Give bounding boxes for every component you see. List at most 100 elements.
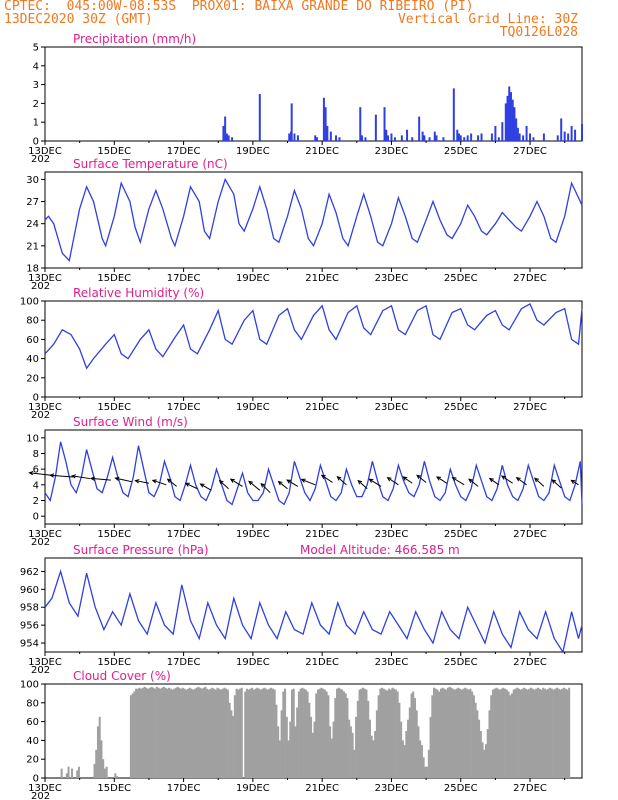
cloud-bar xyxy=(98,716,101,778)
series-line xyxy=(44,177,583,262)
cloud-bar xyxy=(209,688,212,778)
cloud-bar xyxy=(233,695,236,778)
y-tick-label: 0 xyxy=(33,774,39,785)
cloud-bar xyxy=(136,688,139,778)
cloud-bar xyxy=(497,688,500,778)
year-stub: 202 xyxy=(31,154,50,165)
cloud-bar xyxy=(181,687,184,778)
wind-arrow xyxy=(369,478,382,487)
year-stub: 202 xyxy=(31,791,50,800)
wind-arrow-head xyxy=(368,478,374,483)
x-tick-label: 13DEC xyxy=(28,402,62,413)
cloud-bar xyxy=(498,689,501,778)
cloud-bar xyxy=(439,688,442,778)
wind-arrow-head xyxy=(248,480,254,486)
y-tick-label: 8 xyxy=(33,449,39,460)
panel-frame xyxy=(44,300,583,398)
precip-bar xyxy=(490,133,493,141)
cloud-bar xyxy=(173,688,176,778)
cloud-bar xyxy=(183,688,186,778)
precip-bar xyxy=(494,125,497,141)
cloud-bar xyxy=(308,702,311,778)
wind-arrow xyxy=(286,479,299,487)
x-tick-label: 27DEC xyxy=(513,146,547,157)
cloud-bar xyxy=(152,687,155,778)
precip-bar xyxy=(563,131,566,141)
wind-arrow xyxy=(301,478,316,486)
cloud-bar xyxy=(336,688,339,778)
x-tick-label: 19DEC xyxy=(236,402,270,413)
x-tick-label: 17DEC xyxy=(167,657,201,668)
cloud-bar xyxy=(377,695,380,778)
precip-bar xyxy=(567,133,570,141)
panel-title: Relative Humidity (%) xyxy=(73,286,204,300)
cloud-bar xyxy=(332,721,335,778)
x-tick-label: 17DEC xyxy=(167,402,201,413)
y-tick-label: 40 xyxy=(26,736,39,747)
panel-frame xyxy=(44,557,583,653)
cloud-bar xyxy=(341,689,344,778)
wind-arrow-head xyxy=(336,475,342,481)
cloud-bar xyxy=(459,688,462,778)
y-tick-label: 960 xyxy=(20,585,39,596)
cloud-bar xyxy=(550,688,553,778)
x-tick-label: 27DEC xyxy=(513,402,547,413)
cloud-bar xyxy=(495,687,498,778)
wind-arrow-head xyxy=(70,474,77,479)
precip-bar xyxy=(222,125,225,141)
cloud-bar xyxy=(226,689,229,778)
cloud-bar xyxy=(325,691,328,778)
cloud-bar xyxy=(536,687,539,778)
cloud-bar xyxy=(420,745,423,778)
precip-bar xyxy=(406,129,409,141)
y-tick-label: 0 xyxy=(33,137,39,148)
cloud-bar xyxy=(526,689,529,778)
wind-arrow-head xyxy=(436,476,442,481)
precip-bar xyxy=(423,135,426,141)
wind-arrow xyxy=(50,474,73,478)
precip-bar xyxy=(459,135,462,141)
cloud-bar xyxy=(278,740,281,778)
cloud-bar xyxy=(408,707,411,778)
cloud-bar xyxy=(244,691,247,778)
cloud-bar xyxy=(348,719,351,778)
wind-arrow-head xyxy=(49,473,55,478)
wind-arrow xyxy=(501,475,513,484)
cloud-bar xyxy=(514,688,517,778)
precip-bar xyxy=(513,107,516,141)
cloud-bar xyxy=(356,700,359,778)
cloud-bar xyxy=(197,686,200,778)
cloud-bar xyxy=(403,745,406,778)
year-stub: 202 xyxy=(31,537,50,548)
wind-arrow xyxy=(90,477,111,481)
cloud-bar xyxy=(429,716,432,778)
y-tick-label: 20 xyxy=(26,373,39,384)
cloud-bar xyxy=(292,688,295,778)
cloud-bar xyxy=(138,687,141,778)
cloud-bar xyxy=(491,689,494,778)
y-tick-label: 958 xyxy=(20,603,39,614)
precip-bar xyxy=(477,135,480,141)
cloud-bar xyxy=(178,687,181,778)
wind-arrow xyxy=(278,481,288,490)
cloud-bar xyxy=(472,695,475,778)
y-tick-label: 0 xyxy=(33,393,39,404)
cloud-bar xyxy=(360,688,363,778)
precip-bar xyxy=(511,99,514,141)
cloud-bar xyxy=(214,689,217,778)
wind-arrow-head xyxy=(402,476,408,481)
cloud-bar xyxy=(400,721,403,778)
precip-bar xyxy=(359,107,362,141)
wind-arrow-head xyxy=(488,477,494,483)
x-tick-label: 17DEC xyxy=(167,273,201,284)
cloud-bar xyxy=(303,688,306,778)
precip-bar xyxy=(390,133,393,141)
cloud-bar xyxy=(140,688,143,778)
panel-frame xyxy=(44,429,583,525)
x-tick-label: 19DEC xyxy=(236,146,270,157)
wind-arrow-head xyxy=(534,477,539,483)
cloud-bar xyxy=(552,689,555,778)
x-tick-label: 19DEC xyxy=(236,529,270,540)
cloud-bar xyxy=(337,687,340,778)
cloud-bar xyxy=(157,687,160,778)
